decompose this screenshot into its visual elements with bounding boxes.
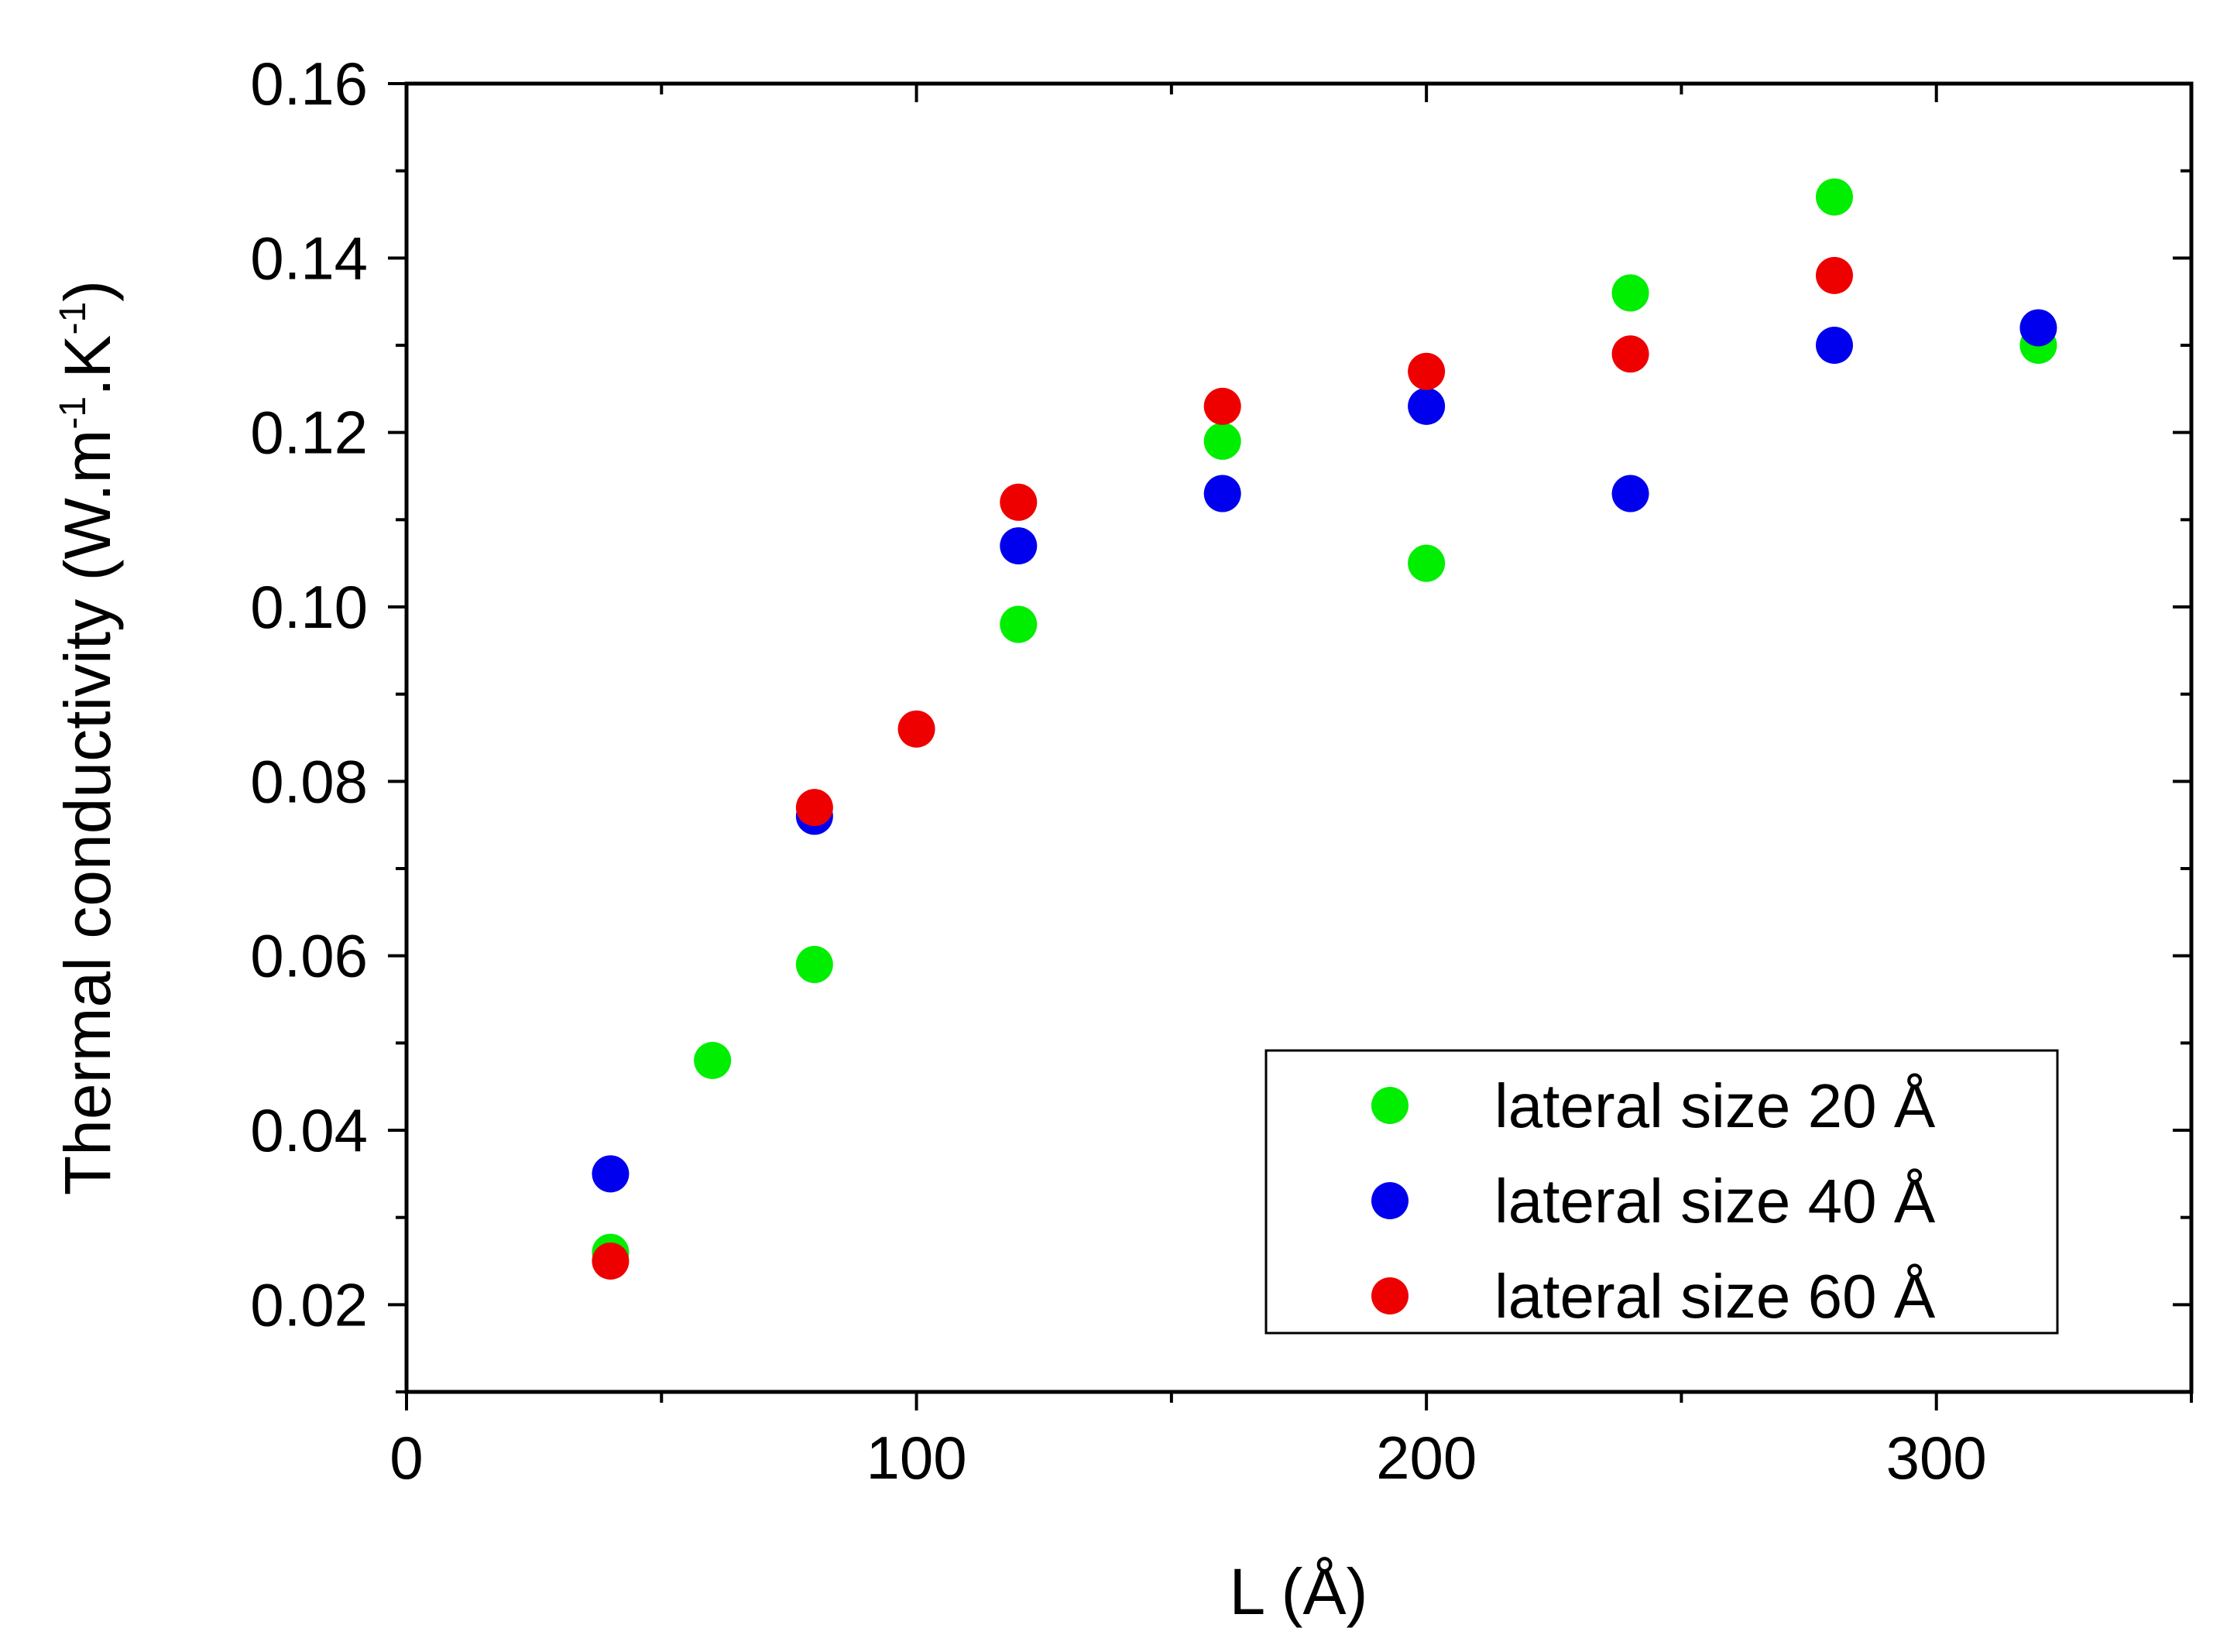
y-tick-label: 0.04 [250, 1096, 368, 1164]
data-point [1408, 352, 1446, 390]
data-point [694, 1041, 732, 1079]
y-axis-title: Thermal conductivity (W.m-1.K-1) [51, 280, 124, 1195]
legend-marker [1371, 1087, 1409, 1124]
x-tick-label: 100 [866, 1424, 967, 1492]
legend-marker [1371, 1182, 1409, 1219]
data-point [1408, 387, 1446, 425]
axis-tick-labels: 0 100 200 300 0.02 0.04 0.06 0.08 0.10 0.12 0.14 0.… [250, 50, 1987, 1492]
x-axis-title: L (Å) [1230, 1555, 1368, 1628]
data-point [795, 789, 833, 827]
data-point [795, 945, 833, 983]
data-point [1000, 483, 1038, 521]
data-point [1203, 422, 1241, 460]
y-tick-label: 0.14 [250, 224, 368, 292]
series-1 [592, 178, 2057, 1271]
x-tick-label: 0 [389, 1424, 423, 1492]
data-point [1611, 274, 1649, 312]
data-points [592, 178, 2057, 1280]
legend-marker [1371, 1277, 1409, 1314]
y-tick-label: 0.06 [250, 922, 368, 990]
data-point [592, 1155, 630, 1193]
plot-frame [404, 81, 2194, 1394]
axis-ticks [388, 82, 2193, 1410]
legend-label: lateral size 20 Å [1494, 1071, 1936, 1140]
data-point [1816, 327, 1853, 364]
data-point [1000, 605, 1038, 643]
y-tick-label: 0.10 [250, 573, 368, 641]
y-tick-label: 0.08 [250, 747, 368, 815]
y-tick-label: 0.16 [250, 50, 368, 118]
legend: lateral size 20 Å lateral size 40 Å latera… [1264, 1049, 2059, 1335]
legend-label: lateral size 60 Å [1494, 1262, 1936, 1331]
data-point [1611, 335, 1649, 373]
data-point [1000, 527, 1038, 565]
data-point [592, 1242, 630, 1280]
y-tick-label: 0.02 [250, 1270, 368, 1338]
series-3 [592, 256, 1853, 1280]
data-point [1611, 475, 1649, 512]
data-point [897, 710, 935, 748]
legend-label: lateral size 40 Å [1494, 1167, 1936, 1236]
x-tick-label: 200 [1376, 1424, 1477, 1492]
data-point [2019, 309, 2057, 347]
data-point [1408, 544, 1446, 582]
x-tick-label: 300 [1886, 1424, 1987, 1492]
data-point [1203, 387, 1241, 425]
y-tick-label: 0.12 [250, 399, 368, 467]
data-point [1816, 256, 1853, 294]
data-point [1203, 475, 1241, 512]
data-point [1816, 178, 1853, 216]
